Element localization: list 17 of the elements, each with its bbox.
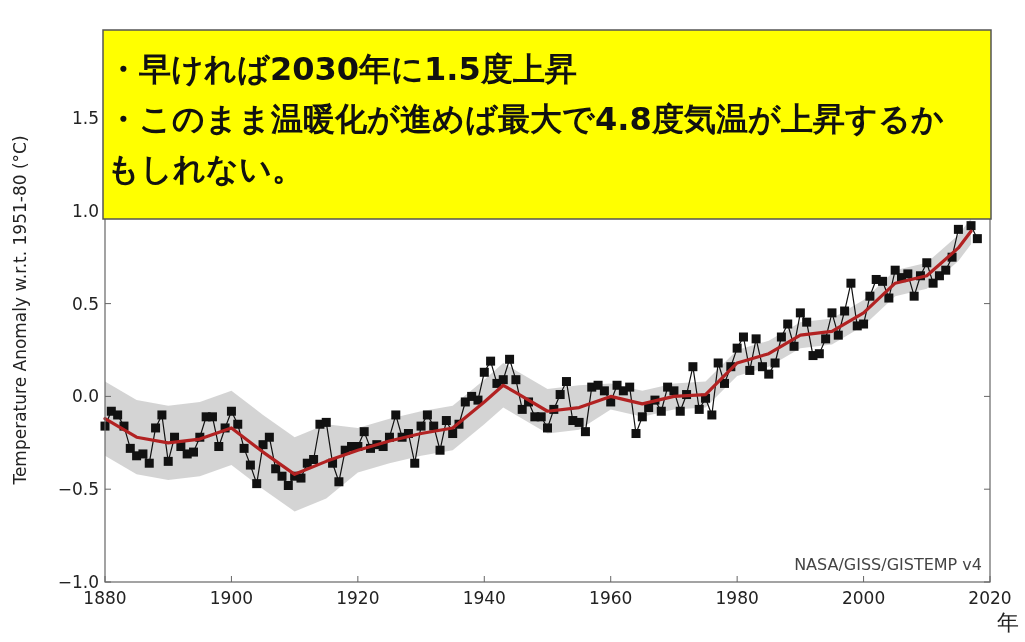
x-tick-label: 1900 (209, 588, 254, 608)
x-tick-label: 2020 (968, 588, 1012, 608)
y-tick-label: 1.0 (71, 200, 99, 221)
chart-title: ・早ければ2030年に1.5度上昇 (107, 50, 577, 88)
x-tick-label: 1960 (589, 588, 633, 608)
y-axis-title: Temperature Anomaly w.r.t. 1951-80 (°C) (10, 135, 30, 486)
y-tick-label: 1.5 (71, 108, 99, 128)
y-tick-label: 0.5 (71, 293, 99, 314)
x-tick-label: 1940 (462, 588, 506, 608)
annotation: NASA/GISS/GISTEMP v4 (794, 555, 982, 574)
chart-subtitle: ・このまま温暖化が進めば最大で4.8度気温が上昇するかもしれない。 (107, 100, 944, 188)
x-tick-label: 2000 (841, 588, 886, 608)
y-tick-label: −0.5 (57, 479, 99, 500)
x-tick-label: 1920 (336, 588, 380, 608)
x-tick-label: 1980 (715, 588, 759, 608)
y-tick-label: 0.0 (71, 386, 99, 407)
x-axis-title: 年 (997, 610, 1019, 635)
